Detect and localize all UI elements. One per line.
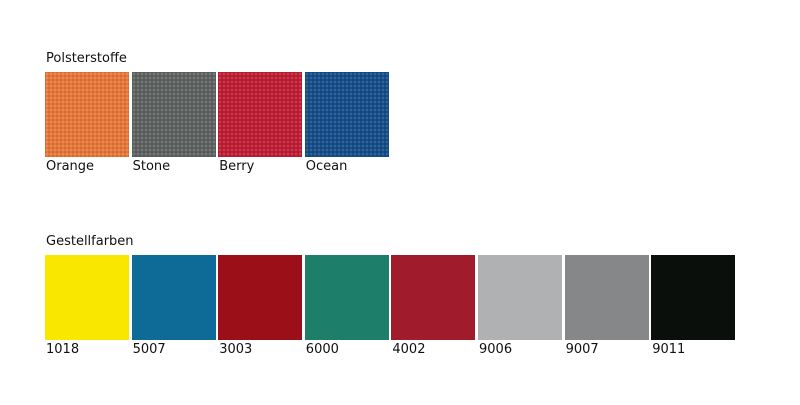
swatch-label: 6000	[305, 342, 339, 357]
color-swatch	[564, 255, 649, 340]
swatch-label: 1018	[46, 342, 80, 357]
swatch-label: Orange	[46, 159, 95, 174]
swatch-label: 5007	[132, 342, 166, 357]
swatch-label: Ocean	[305, 159, 348, 174]
section-title: Gestellfarben	[46, 234, 134, 249]
color-swatch	[218, 72, 303, 157]
fabric-texture	[45, 72, 129, 157]
swatch-label: Berry	[219, 159, 255, 174]
color-swatch	[45, 255, 129, 340]
color-swatch	[131, 255, 216, 340]
swatch-label: 9007	[565, 342, 599, 357]
color-swatch	[45, 72, 129, 157]
color-swatch	[304, 72, 389, 157]
fabric-texture	[218, 72, 303, 157]
color-swatch	[218, 255, 303, 340]
swatch-label: 9011	[652, 342, 686, 357]
color-swatch	[478, 255, 562, 340]
fabric-texture	[304, 72, 389, 157]
color-swatch	[391, 255, 476, 340]
swatch-label: 9006	[479, 342, 513, 357]
color-swatch	[131, 72, 216, 157]
section-title: Polsterstoffe	[46, 51, 127, 66]
swatch-label: 4002	[392, 342, 426, 357]
swatch-label: Stone	[132, 159, 171, 174]
color-swatch	[304, 255, 389, 340]
fabric-texture	[131, 72, 216, 157]
color-swatch	[651, 255, 736, 340]
swatch-label: 3003	[219, 342, 253, 357]
